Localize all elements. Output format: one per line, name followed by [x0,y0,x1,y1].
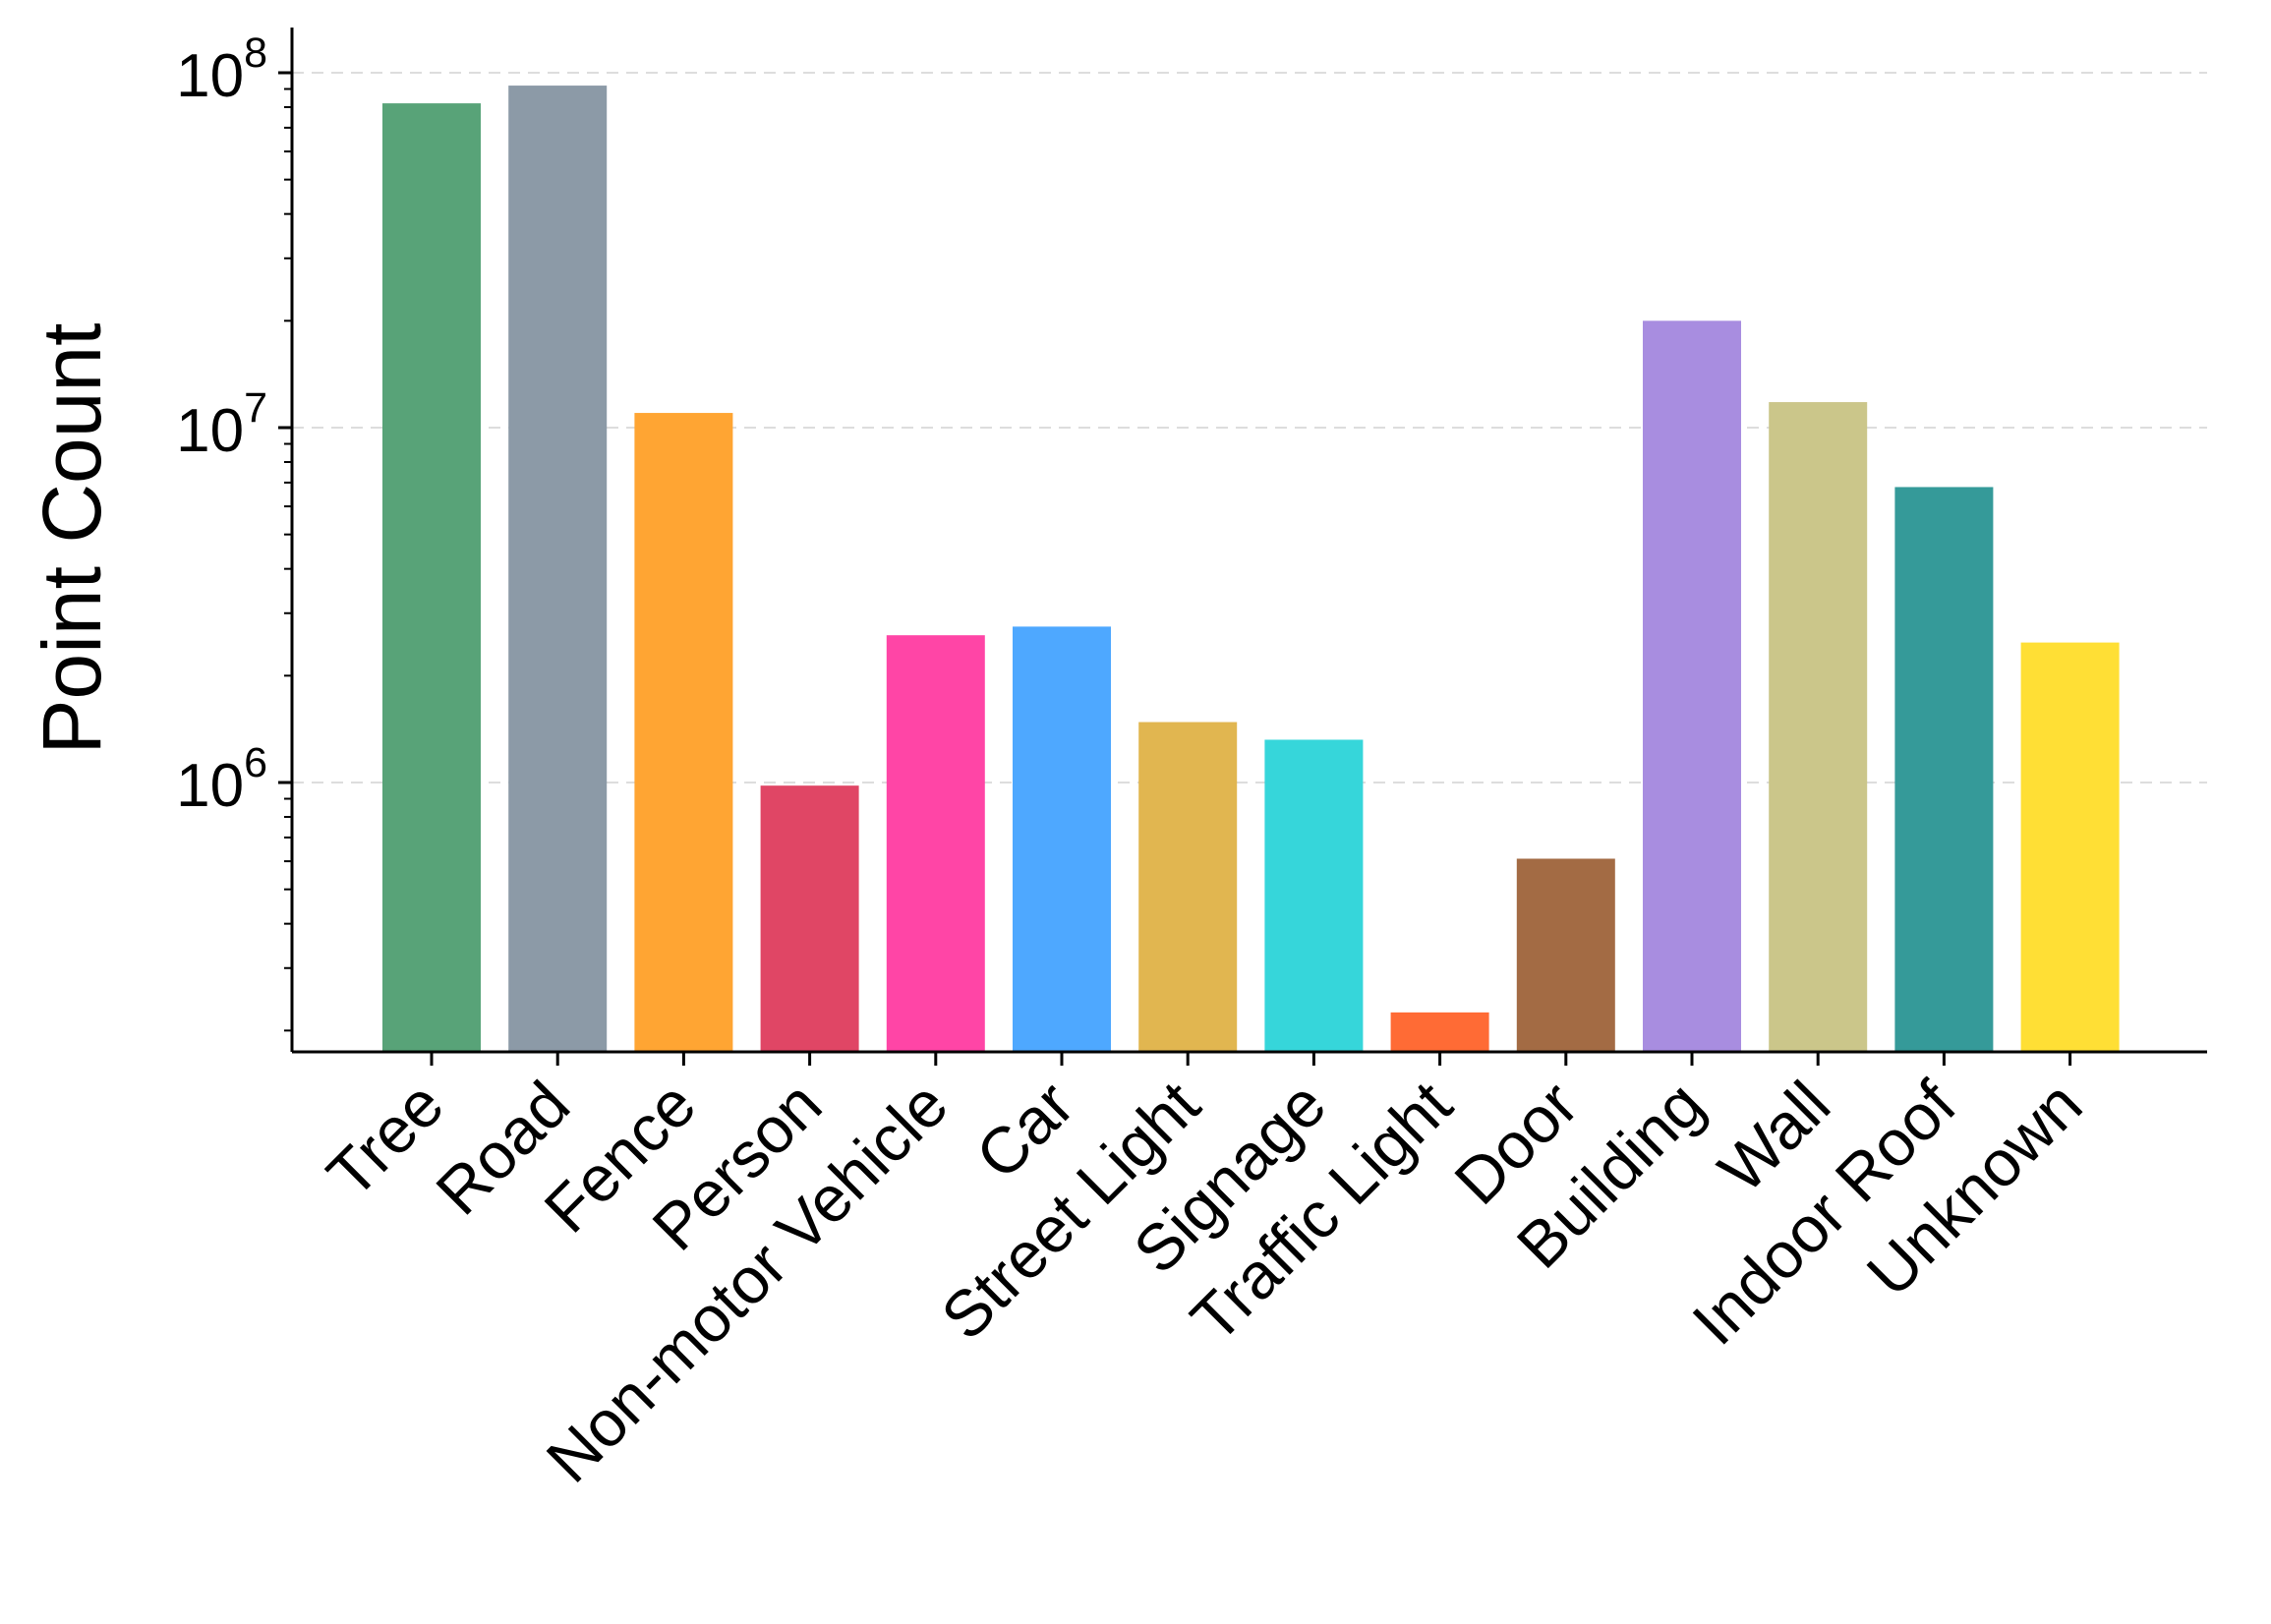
bar-building [1643,320,1741,1052]
bar-non-motor-vehicle [886,635,985,1052]
axes [290,28,2207,1054]
y-ticks: 106 107 108 [176,29,292,1032]
bar-tree [382,103,481,1052]
y-tick-label: 108 [176,29,267,110]
bar-street-light [1138,722,1238,1052]
bar-road [508,86,608,1053]
gridlines [292,72,2207,783]
bar-door [1516,858,1615,1052]
bar-indoor-roof [1894,487,1994,1052]
bar-wall [1769,402,1868,1052]
bar-unknown [2020,642,2120,1052]
bar-fence [634,413,733,1052]
bars [382,86,2120,1053]
y-tick-label: 107 [176,384,267,465]
y-tick-label: 106 [176,739,267,820]
bar-signage [1264,739,1364,1052]
y-axis-title: Point Count [26,323,118,755]
bar-person [760,785,859,1052]
bar-traffic-light [1390,1012,1489,1052]
bar-car [1013,626,1111,1052]
